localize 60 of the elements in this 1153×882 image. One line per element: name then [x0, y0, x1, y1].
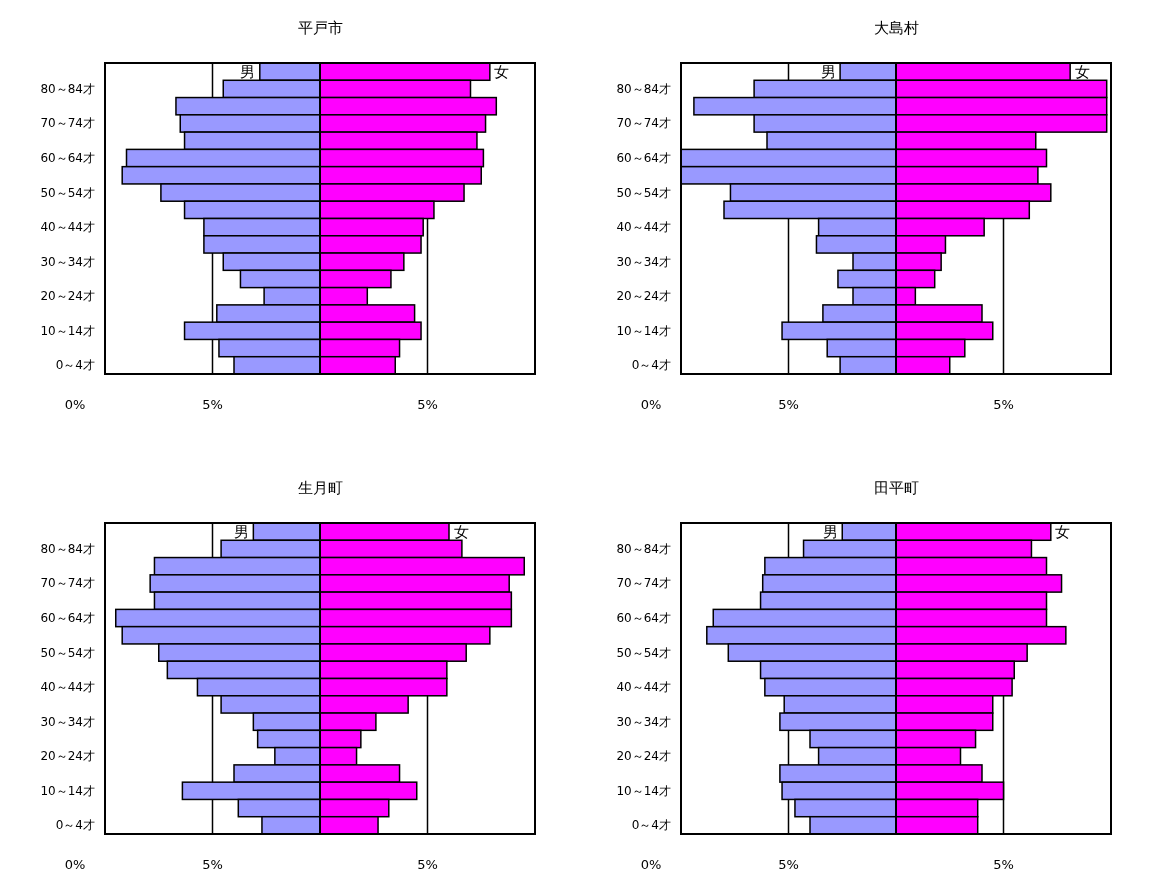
series-label: 女 — [494, 62, 510, 81]
y-tick-label: 80～84才 — [616, 81, 671, 96]
y-tick-label: 10～14才 — [40, 323, 95, 338]
y-tick-label: 50～54才 — [40, 185, 95, 200]
y-tick-label: 80～84才 — [40, 81, 95, 96]
x-tick-label: 5% — [202, 856, 223, 872]
text: 0% — [64, 856, 86, 872]
y-tick-label: 40～44才 — [616, 220, 671, 235]
y-tick-label: 50～54才 — [616, 185, 671, 200]
text: 0% — [640, 396, 662, 412]
y-tick-label: 60～64才 — [40, 151, 95, 166]
y-tick-label: 30～34才 — [40, 714, 95, 729]
y-tick-label: 20～24才 — [616, 749, 671, 764]
chart-title: 田平町 — [873, 479, 919, 497]
x-tick-label: 5% — [778, 396, 799, 412]
x-tick-label: 5% — [417, 856, 438, 872]
y-tick-label: 50～54才 — [616, 645, 671, 660]
chart-title: 平戸市 — [297, 19, 343, 37]
series-label: 女 — [1055, 522, 1071, 541]
y-tick-label: 0～4才 — [55, 818, 95, 833]
y-tick-label: 0～4才 — [55, 358, 95, 373]
chart-title: 生月町 — [297, 479, 343, 497]
x-tick-label: 5% — [993, 396, 1014, 412]
text: 0% — [64, 396, 86, 412]
y-tick-label: 40～44才 — [40, 680, 95, 695]
series-label: 男 — [233, 522, 249, 541]
x-tick-label: 5% — [993, 856, 1014, 872]
x-tick-label: 5% — [778, 856, 799, 872]
x-tick-label: 5% — [202, 396, 223, 412]
y-tick-label: 0～4才 — [631, 358, 671, 373]
y-tick-label: 10～14才 — [616, 783, 671, 798]
y-tick-label: 10～14才 — [40, 783, 95, 798]
y-tick-label: 30～34才 — [40, 254, 95, 269]
y-tick-label: 80～84才 — [616, 541, 671, 556]
y-tick-label: 60～64才 — [616, 151, 671, 166]
y-tick-label: 80～84才 — [40, 541, 95, 556]
y-tick-label: 40～44才 — [40, 220, 95, 235]
series-label: 男 — [822, 522, 838, 541]
x-tick-label: 5% — [417, 396, 438, 412]
y-tick-label: 60～64才 — [40, 611, 95, 626]
y-tick-label: 70～74才 — [40, 576, 95, 591]
y-tick-label: 20～24才 — [40, 289, 95, 304]
chart-title: 大島村 — [873, 19, 919, 37]
y-tick-label: 70～74才 — [616, 576, 671, 591]
y-tick-label: 50～54才 — [40, 645, 95, 660]
series-label: 女 — [453, 522, 469, 541]
series-label: 男 — [240, 62, 256, 81]
y-tick-label: 20～24才 — [616, 289, 671, 304]
y-tick-label: 30～34才 — [616, 254, 671, 269]
y-tick-label: 10～14才 — [616, 323, 671, 338]
y-tick-label: 30～34才 — [616, 714, 671, 729]
y-tick-label: 40～44才 — [616, 680, 671, 695]
series-label: 女 — [1074, 62, 1090, 81]
y-tick-label: 70～74才 — [616, 116, 671, 131]
y-tick-label: 0～4才 — [631, 818, 671, 833]
y-tick-label: 70～74才 — [40, 116, 95, 131]
y-tick-label: 60～64才 — [616, 611, 671, 626]
series-label: 男 — [820, 62, 836, 81]
text: 0% — [640, 856, 662, 872]
y-tick-label: 20～24才 — [40, 749, 95, 764]
